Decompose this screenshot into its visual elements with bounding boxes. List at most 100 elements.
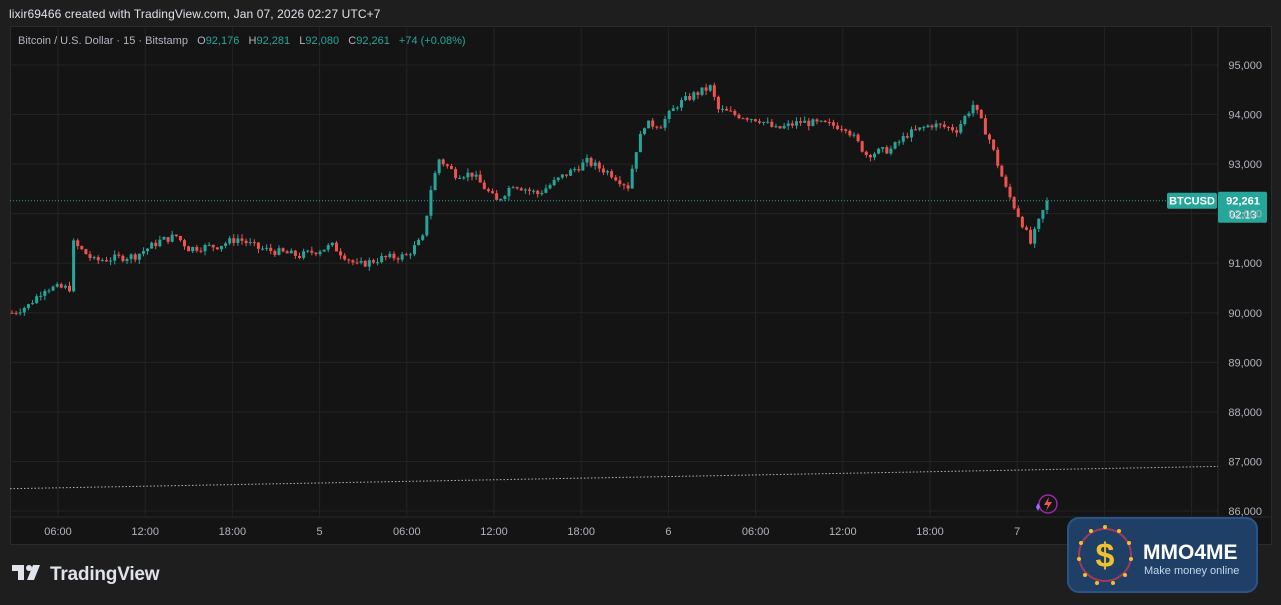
- tradingview-logo-icon: [12, 563, 44, 587]
- candle-body: [289, 250, 293, 254]
- candle-body: [104, 260, 108, 262]
- candle-body: [429, 190, 433, 216]
- candle-body: [68, 285, 71, 292]
- candle-body: [770, 121, 774, 127]
- candle-body: [992, 139, 996, 150]
- time-axis-label: 06:00: [393, 526, 421, 538]
- candle-body: [647, 120, 651, 129]
- candle-body: [860, 141, 864, 152]
- candle-body: [1033, 228, 1037, 244]
- candle-body: [926, 125, 930, 128]
- lightning-icon[interactable]: [1036, 494, 1058, 514]
- candle-body: [606, 171, 610, 173]
- candle-body: [31, 303, 35, 305]
- candle-body: [1012, 197, 1016, 209]
- candle-body: [462, 177, 466, 179]
- close-label: C: [348, 35, 357, 47]
- candle-body: [219, 245, 223, 250]
- candle-body: [88, 254, 92, 258]
- candle-body: [150, 242, 154, 249]
- candle-body: [347, 259, 351, 261]
- candle-body: [716, 96, 720, 110]
- candle-body: [187, 246, 191, 252]
- candle-body: [778, 126, 782, 129]
- candle-body: [351, 260, 355, 263]
- candle-body: [951, 127, 955, 131]
- candle-body: [491, 191, 495, 194]
- candle-body: [449, 166, 453, 170]
- last-price-value: 92,261: [1226, 196, 1260, 208]
- candle-body: [700, 87, 704, 95]
- candle-body: [215, 247, 219, 250]
- tradingview-brand[interactable]: TradingView: [12, 563, 160, 587]
- candle-body: [893, 142, 897, 149]
- price-countdown: 02:13: [1229, 210, 1257, 222]
- candle-body: [725, 108, 729, 111]
- candle-body: [897, 141, 901, 143]
- candle-body: [585, 157, 589, 163]
- candle-body: [109, 260, 113, 262]
- candle-body: [745, 118, 749, 120]
- high-value: 92,281: [256, 35, 291, 47]
- candle-body: [413, 245, 416, 255]
- candle-body: [51, 286, 55, 291]
- candle-body: [762, 121, 766, 123]
- candle-body: [47, 290, 51, 292]
- candle-body: [758, 121, 761, 123]
- candle-body: [425, 215, 429, 236]
- candle-body: [306, 250, 310, 252]
- candle-body: [696, 92, 700, 95]
- candle-body: [790, 123, 794, 126]
- candle-body: [121, 255, 125, 262]
- candle-body: [129, 254, 133, 260]
- candle-body: [873, 153, 876, 158]
- price-axis-label: 89,000: [1228, 357, 1262, 369]
- candle-body: [626, 185, 630, 189]
- candle-body: [918, 127, 922, 130]
- candle-body: [663, 119, 667, 128]
- candle-body: [815, 119, 819, 122]
- candle-body: [659, 127, 663, 129]
- candle-body: [339, 251, 343, 256]
- candle-body: [380, 255, 384, 263]
- candle-body: [273, 251, 277, 255]
- candle-body: [100, 260, 104, 262]
- candle-body: [922, 127, 926, 129]
- candle-body: [901, 136, 905, 142]
- candle-body: [819, 120, 823, 122]
- candle-body: [59, 284, 63, 288]
- candle-body: [211, 244, 215, 248]
- candle-body: [388, 253, 392, 258]
- candle-body: [72, 240, 76, 292]
- candle-body: [569, 169, 573, 176]
- tradingview-wordmark: TradingView: [50, 564, 160, 585]
- candle-body: [474, 174, 478, 177]
- candle-body: [823, 120, 827, 123]
- candle-body: [367, 260, 371, 267]
- candle-body: [942, 124, 946, 127]
- candle-body: [125, 259, 129, 262]
- candle-body: [643, 128, 646, 134]
- low-label: L: [299, 35, 306, 47]
- candle-body: [889, 148, 893, 154]
- symbol-description[interactable]: Bitcoin / U.S. Dollar · 15 · Bitstamp: [18, 35, 188, 47]
- chart-pane[interactable]: [10, 26, 1272, 545]
- candle-body: [996, 149, 1000, 166]
- candle-body: [199, 250, 203, 252]
- candle-body: [183, 240, 186, 247]
- candle-body: [486, 189, 490, 192]
- time-axis-label: 18:00: [219, 526, 247, 538]
- candle-body: [774, 126, 778, 128]
- change-value: +74 (+0.08%): [398, 35, 466, 47]
- candle-body: [836, 125, 840, 130]
- candle-body: [285, 251, 289, 254]
- candle-body: [162, 237, 166, 240]
- candle-body: [170, 234, 174, 242]
- candle-body: [651, 120, 655, 127]
- candle-body: [881, 147, 885, 149]
- candle-body: [495, 193, 499, 200]
- time-axis-label: 06:00: [742, 526, 770, 538]
- candle-body: [207, 244, 211, 246]
- candle-body: [298, 255, 301, 258]
